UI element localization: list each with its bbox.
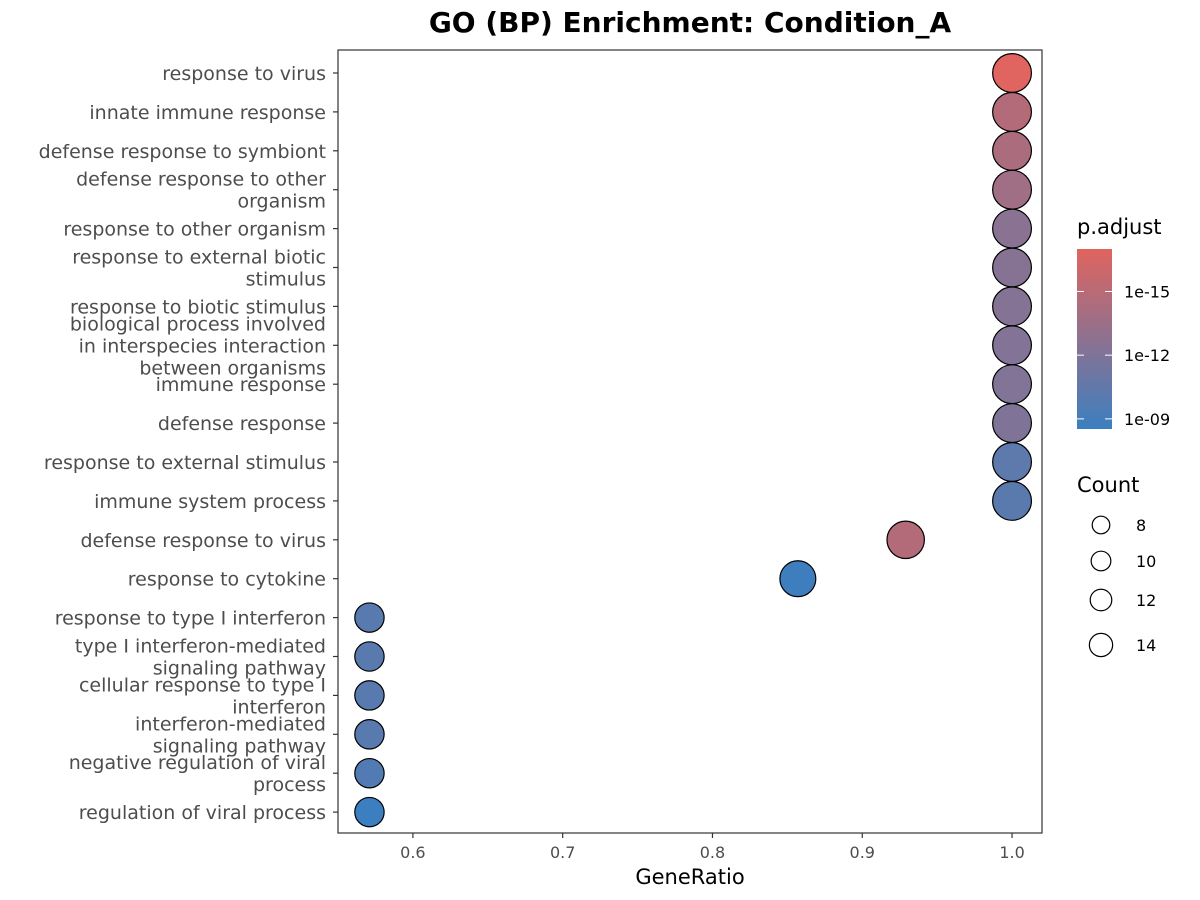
legend-colorbar [1077,249,1112,429]
chart-title: GO (BP) Enrichment: Condition_A [429,6,952,39]
data-point [992,325,1033,366]
size-legend-key [1091,515,1111,535]
x-tick-label: 0.6 [400,843,425,862]
size-legend-label: 8 [1136,516,1146,535]
data-point [354,680,385,711]
data-point [354,796,385,828]
x-tick-label: 0.9 [850,843,875,862]
data-point [354,602,385,633]
y-tick-label: innate immune response [89,102,326,124]
data-point [992,91,1033,132]
colorbar-tick-label: 1e-15 [1124,282,1170,301]
y-tick-label: response to biotic stimulus [70,296,326,318]
y-tick-label: response to external stimulus [44,452,326,474]
data-point [992,480,1033,521]
y-tick-label: biological process involved in interspeci… [70,313,326,379]
y-tick-label: immune response [156,374,326,396]
data-points [354,53,1033,828]
data-point [992,442,1033,482]
y-tick-label: response to virus [162,63,326,85]
data-point [992,169,1033,210]
size-legend-label: 10 [1136,552,1156,571]
y-tick-label: defense response to virus [80,530,326,552]
data-point [354,757,385,789]
colorbar-tick-label: 1e-12 [1124,346,1170,365]
size-legend-key [1088,632,1114,658]
y-tick-label: response to cytokine [128,569,326,591]
size-legend-key [1090,550,1112,572]
y-tick-label: response to type I interferon [55,608,326,630]
plot-panel [337,49,1043,834]
legend-count-title: Count [1077,473,1139,497]
data-point [992,208,1033,249]
data-point [354,719,385,750]
y-tick-label: regulation of viral process [79,802,326,824]
y-tick-label: interferon-mediated signaling pathway [135,713,326,757]
x-tick-label: 0.8 [700,843,725,862]
y-tick-label: negative regulation of viral process [69,752,326,796]
y-tick-label: defense response [158,413,326,435]
data-point [354,641,385,672]
x-axis: 0.6 0.7 0.8 0.9 1.0 [400,833,1025,862]
size-legend-label: 12 [1136,591,1156,610]
y-tick-label: immune system process [94,491,326,513]
data-point [886,520,925,560]
y-tick-label: type I interferon-mediated signaling path… [75,636,326,680]
data-point [992,130,1033,171]
x-tick-label: 0.7 [550,843,575,862]
data-point [992,403,1033,444]
size-legend-label: 14 [1136,636,1156,655]
legend-p-adjust-title: p.adjust [1077,215,1162,239]
legend-p-adjust: p.adjust 1e-15 1e-12 1e-09 [1077,215,1170,429]
x-axis-label: GeneRatio [635,865,744,889]
y-tick-label: defense response to other organism [76,169,326,213]
y-tick-label: defense response to symbiont [39,141,326,163]
x-tick-label: 1.0 [999,843,1024,862]
y-tick-label: response to external biotic stimulus [72,247,326,291]
y-axis: response to virus innate immune response d… [39,63,338,824]
data-point [992,364,1033,405]
data-point [992,247,1033,288]
colorbar-tick-label: 1e-09 [1124,410,1170,429]
data-point [992,286,1033,327]
y-tick-label: response to other organism [63,219,326,241]
data-point [779,560,817,598]
data-point [992,53,1033,93]
legend-count: Count 8 10 12 14 [1077,473,1156,658]
size-legend-key [1089,588,1113,612]
